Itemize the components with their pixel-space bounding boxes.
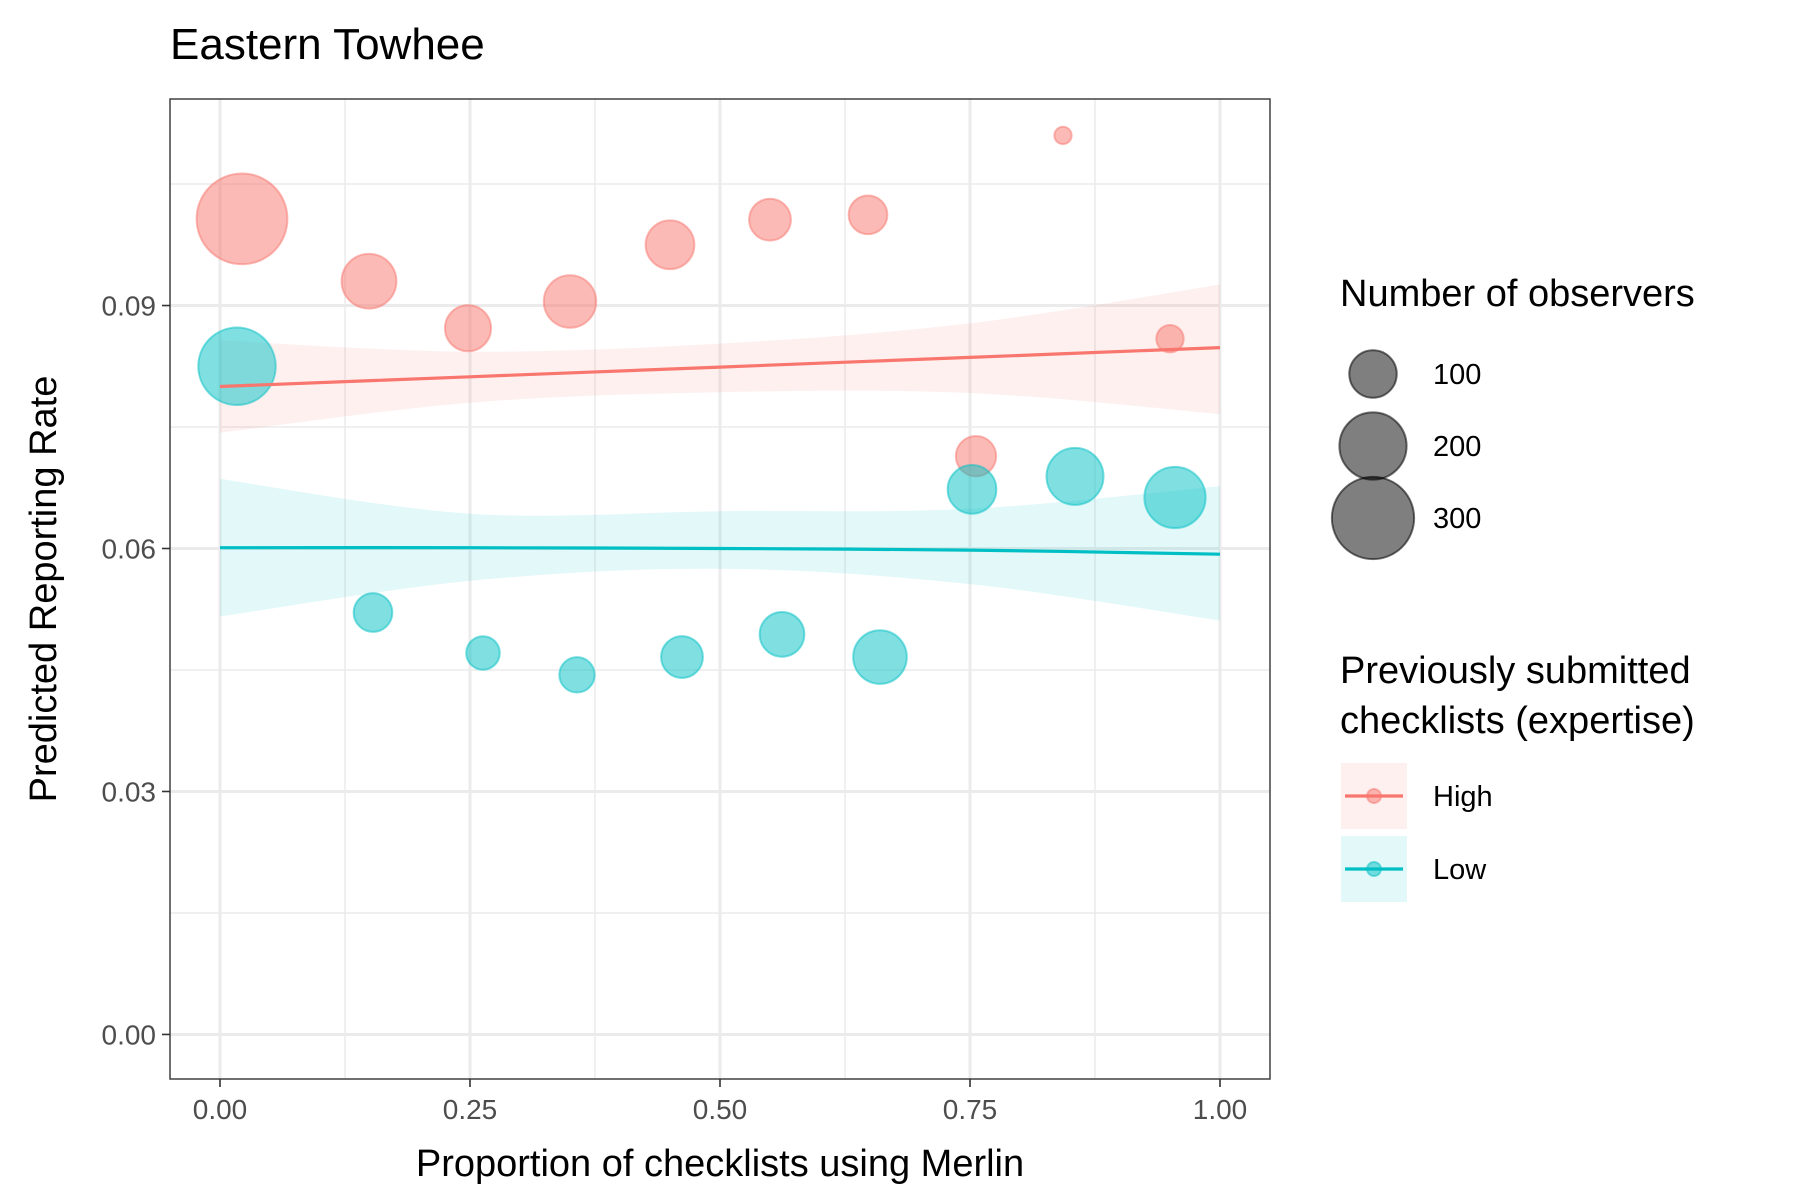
data-points — [195, 125, 1207, 694]
size-legend-title: Number of observers — [1340, 273, 1695, 315]
x-tick-label: 0.50 — [693, 1094, 748, 1125]
size-legend-key — [1348, 349, 1398, 399]
data-point-high — [748, 197, 792, 242]
data-point-low — [465, 635, 501, 671]
y-tick-label: 0.06 — [102, 534, 157, 565]
fit-line-low — [219, 546, 1221, 556]
x-tick-label: 0.25 — [443, 1094, 498, 1125]
fit-line-high — [219, 346, 1221, 389]
y-tick-label: 0.09 — [102, 291, 157, 322]
x-tick-label: 0.00 — [193, 1094, 248, 1125]
fit-lines — [219, 346, 1221, 556]
data-point-high — [195, 172, 289, 266]
size-legend-label: 100 — [1433, 359, 1481, 391]
color-legend-label: Low — [1433, 854, 1487, 886]
size-legend-label: 300 — [1433, 503, 1481, 535]
data-point-high — [1053, 125, 1073, 146]
data-point-high — [1155, 324, 1185, 354]
size-legend-key — [1338, 411, 1408, 481]
y-axis-title: Predicted Reporting Rate — [23, 376, 65, 803]
color-legend-title-line2: checklists (expertise) — [1340, 700, 1695, 742]
size-legend-key — [1330, 475, 1416, 561]
data-point-low — [1045, 446, 1105, 506]
color-legend-title-line1: Previously submitted — [1340, 650, 1691, 692]
y-tick-label: 0.00 — [102, 1019, 157, 1050]
x-axis-title: Proportion of checklists using Merlin — [416, 1143, 1024, 1185]
data-point-high — [644, 219, 696, 271]
data-point-high — [847, 194, 889, 236]
data-point-low — [660, 635, 704, 679]
color-legend: High Low — [1341, 763, 1493, 902]
data-point-low — [1143, 465, 1207, 530]
data-point-high — [443, 304, 493, 353]
x-tick-label: 1.00 — [1193, 1094, 1248, 1125]
size-legend-label: 200 — [1433, 431, 1481, 463]
data-point-low — [558, 656, 596, 694]
axis-ticks: 0.00 0.25 0.50 0.75 1.00 0.00 0.03 0.06 0.09 — [102, 291, 1248, 1125]
data-point-low — [758, 610, 806, 658]
data-point-low — [852, 629, 908, 685]
y-tick-label: 0.03 — [102, 776, 157, 807]
data-point-high — [340, 252, 398, 310]
color-legend-label: High — [1433, 781, 1493, 813]
data-point-high — [542, 274, 598, 329]
x-tick-label: 0.75 — [943, 1094, 998, 1125]
color-legend-key-point — [1366, 861, 1382, 877]
data-point-low — [946, 464, 998, 515]
color-legend-key-point — [1366, 788, 1382, 804]
grid — [170, 99, 1270, 1079]
chart-title: Eastern Towhee — [170, 20, 485, 69]
data-point-low — [352, 592, 394, 633]
ci-band-high — [220, 284, 1220, 433]
size-legend: 100 200 300 — [1330, 349, 1481, 561]
data-point-low — [197, 326, 277, 407]
